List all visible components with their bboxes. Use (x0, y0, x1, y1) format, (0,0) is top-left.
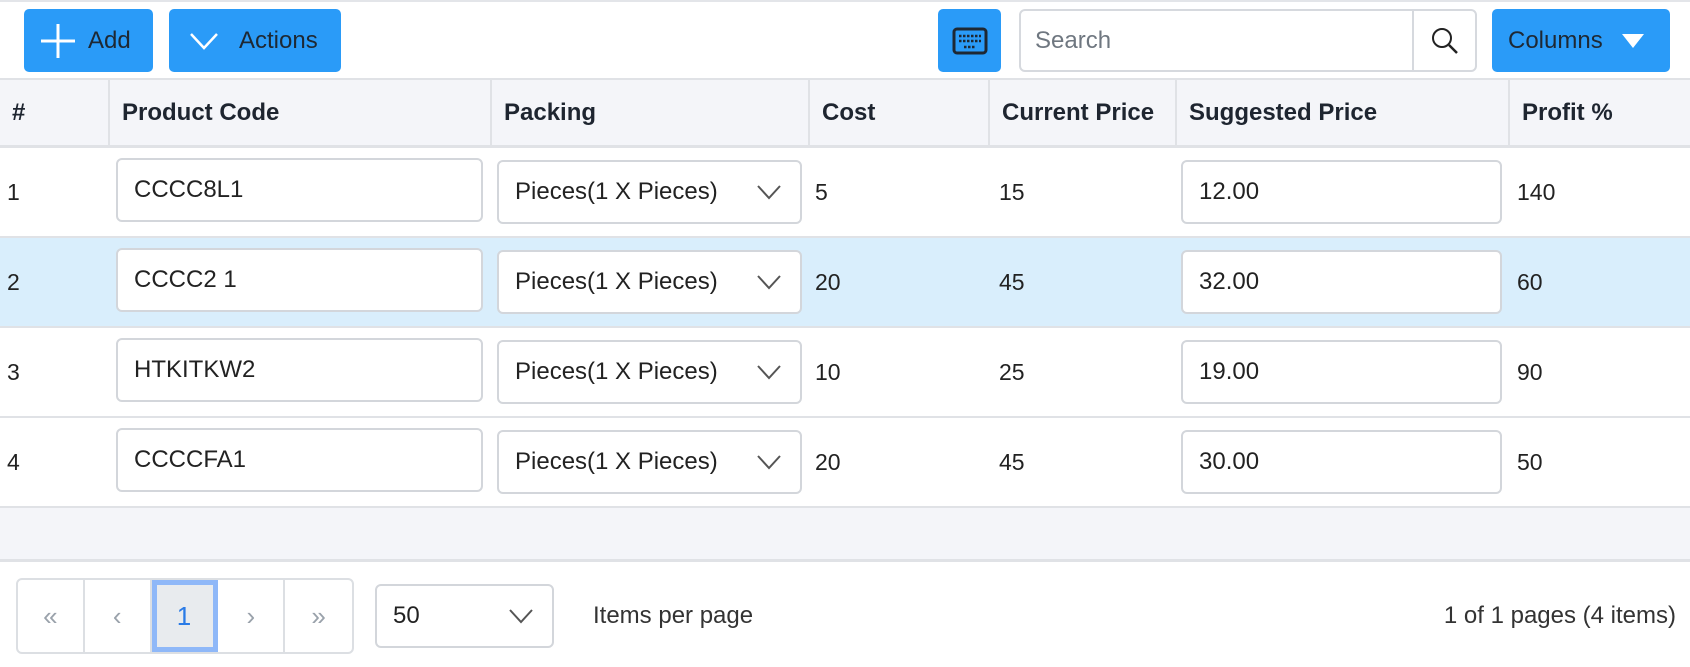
suggested-price-input[interactable]: 32.00 (1181, 250, 1502, 314)
pager-summary: 1 of 1 pages (4 items) (1443, 602, 1676, 629)
packing-value: Pieces(1 X Pieces) (515, 448, 718, 475)
prev-page-button[interactable]: ‹ (85, 580, 152, 652)
next-page-button[interactable]: › (218, 580, 286, 652)
suggested-price-value: 32.00 (1199, 268, 1260, 295)
actions-label: Actions (239, 26, 318, 54)
suggested-price-value: 12.00 (1199, 178, 1260, 205)
column-header-suggested-price[interactable]: Suggested Price (1175, 80, 1508, 145)
current-price-value: 45 (999, 448, 1025, 475)
product-code-input[interactable]: HTKITKW2 (116, 338, 483, 402)
current-price-value: 25 (999, 358, 1025, 385)
columns-label: Columns (1508, 26, 1603, 54)
product-code-value: HTKITKW2 (134, 356, 256, 383)
grid-header: # Product Code Packing Cost Current Price Sug… (0, 78, 1690, 148)
packing-value: Pieces(1 X Pieces) (515, 178, 718, 205)
actions-button[interactable]: Actions (169, 9, 341, 72)
top-border (0, 0, 1690, 2)
product-code-value: CCCC2 1 (134, 266, 237, 293)
packing-select[interactable]: Pieces(1 X Pieces) (497, 430, 802, 494)
profit-value: 90 (1517, 358, 1543, 385)
keyboard-icon (952, 27, 987, 54)
add-label: Add (88, 26, 131, 54)
suggested-price-value: 30.00 (1199, 448, 1260, 475)
search-box (1019, 9, 1477, 72)
search-icon (1431, 27, 1458, 54)
column-header-cost[interactable]: Cost (808, 80, 988, 145)
column-header-product-code[interactable]: Product Code (108, 80, 490, 145)
chevron-down-icon (757, 185, 781, 200)
table-row[interactable]: 1 CCCC8L1 Pieces(1 X Pieces) 5 15 12.00 … (0, 148, 1690, 238)
plus-icon (41, 23, 75, 58)
packing-select[interactable]: Pieces(1 X Pieces) (497, 250, 802, 314)
columns-button[interactable]: Columns (1492, 9, 1670, 72)
packing-select[interactable]: Pieces(1 X Pieces) (497, 160, 802, 224)
page-size-value: 50 (393, 602, 420, 629)
column-header-current-price[interactable]: Current Price (988, 80, 1175, 145)
row-number: 2 (7, 268, 20, 295)
packing-value: Pieces(1 X Pieces) (515, 268, 718, 295)
packing-value: Pieces(1 X Pieces) (515, 358, 718, 385)
table-row[interactable]: 3 HTKITKW2 Pieces(1 X Pieces) 10 25 19.0… (0, 328, 1690, 418)
column-header-num[interactable]: # (12, 98, 26, 126)
product-code-input[interactable]: CCCCFA1 (116, 428, 483, 492)
row-number: 3 (7, 358, 20, 385)
cost-value: 10 (815, 358, 841, 385)
column-header-profit[interactable]: Profit % (1508, 80, 1690, 145)
row-number: 4 (7, 448, 20, 475)
first-page-button[interactable]: « (18, 580, 85, 652)
data-grid: # Product Code Packing Cost Current Price Sug… (0, 78, 1690, 562)
column-header-packing[interactable]: Packing (490, 80, 808, 145)
table-row[interactable]: 2 CCCC2 1 Pieces(1 X Pieces) 20 45 32.00… (0, 238, 1690, 328)
page-size-select[interactable]: 50 (375, 584, 554, 648)
suggested-price-input[interactable]: 30.00 (1181, 430, 1502, 494)
chevron-down-icon (190, 32, 218, 50)
table-row[interactable]: 4 CCCCFA1 Pieces(1 X Pieces) 20 45 30.00… (0, 418, 1690, 508)
items-per-page-label: Items per page (593, 602, 754, 629)
chevron-down-icon (757, 275, 781, 290)
add-button[interactable]: Add (24, 9, 153, 72)
product-code-value: CCCCFA1 (134, 446, 247, 473)
grid-empty-area (0, 508, 1690, 562)
current-price-value: 45 (999, 268, 1025, 295)
search-button[interactable] (1412, 11, 1475, 70)
cost-value: 5 (815, 178, 828, 205)
page-1-button[interactable]: 1 (151, 580, 219, 652)
product-code-input[interactable]: CCCC8L1 (116, 158, 483, 222)
product-code-value: CCCC8L1 (134, 176, 244, 203)
keyboard-button[interactable] (938, 9, 1001, 72)
profit-value: 140 (1517, 178, 1556, 205)
chevron-down-icon (757, 365, 781, 380)
chevron-down-icon (509, 609, 533, 624)
product-code-input[interactable]: CCCC2 1 (116, 248, 483, 312)
pager: « ‹ 1 › » (16, 578, 354, 654)
cost-value: 20 (815, 448, 841, 475)
chevron-down-icon (757, 455, 781, 470)
cost-value: 20 (815, 268, 841, 295)
packing-select[interactable]: Pieces(1 X Pieces) (497, 340, 802, 404)
suggested-price-input[interactable]: 19.00 (1181, 340, 1502, 404)
search-input[interactable] (1021, 26, 1411, 55)
profit-value: 60 (1517, 268, 1543, 295)
suggested-price-value: 19.00 (1199, 358, 1260, 385)
caret-down-icon (1621, 33, 1644, 48)
current-price-value: 15 (999, 178, 1025, 205)
last-page-button[interactable]: » (311, 600, 326, 631)
row-number: 1 (7, 178, 20, 205)
profit-value: 50 (1517, 448, 1543, 475)
suggested-price-input[interactable]: 12.00 (1181, 160, 1502, 224)
